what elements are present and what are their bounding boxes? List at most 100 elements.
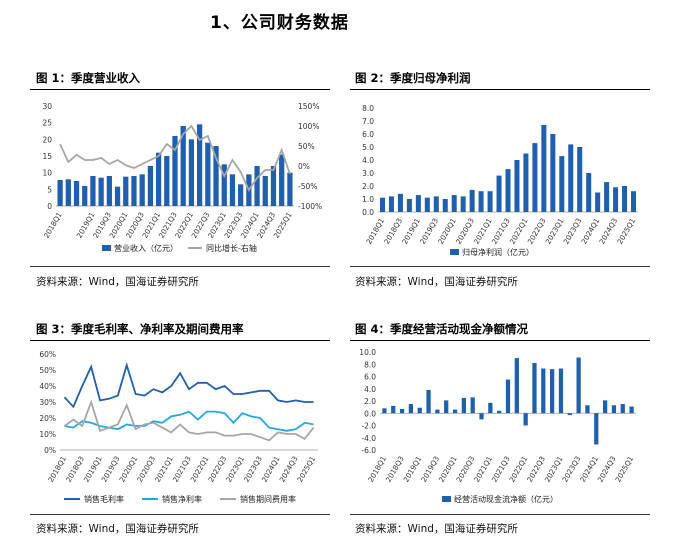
legend-label-net-profit: 归母净利润（亿元） — [462, 247, 534, 257]
net-profit-bar — [568, 144, 574, 212]
cashflow-bar — [435, 409, 440, 414]
y-right-tick-label: 150% — [298, 102, 319, 111]
revenue-bar — [287, 172, 293, 206]
y-left-tick-label: 15 — [42, 152, 52, 161]
figure-2-top-rule — [350, 89, 650, 90]
cashflow-bar — [488, 402, 493, 414]
cashflow-bar — [426, 389, 431, 414]
cashflow-bar — [585, 405, 590, 414]
net-profit-bar — [586, 173, 592, 212]
legend-label-revenue: 营业收入（亿元） — [114, 243, 178, 253]
net-profit-bar — [496, 175, 502, 212]
cashflow-bar — [417, 407, 422, 414]
y-tick-label: 8.0 — [362, 104, 374, 113]
net-profit-bar — [406, 199, 412, 212]
figure-2-source: 资料来源：Wind，国海证券研究所 — [355, 276, 518, 288]
section-title: 1、公司财务数据 — [210, 13, 349, 33]
y-tick-label: 10.0 — [359, 348, 376, 357]
y-right-tick-label: 0% — [298, 162, 310, 171]
figure-4-source: 资料来源：Wind，国海证券研究所 — [355, 523, 518, 535]
y-tick-label: 1.0 — [362, 195, 374, 204]
y-tick-label: 3.0 — [362, 169, 374, 178]
yoy-growth-line — [59, 124, 291, 192]
cashflow-bar — [444, 400, 449, 414]
figure-1-top-rule — [30, 89, 330, 90]
net-profit-bar — [397, 193, 403, 212]
cashflow-bar — [611, 405, 617, 414]
y-tick-label: -2.0 — [361, 422, 376, 431]
legend-swatch-net-profit — [450, 249, 459, 255]
y-left-tick-label: 0 — [47, 202, 52, 211]
revenue-bar — [180, 126, 186, 206]
net-profit-bar — [460, 196, 466, 212]
y-tick-label: 6.0 — [362, 130, 374, 139]
figure-3-source: 资料来源：Wind，国海证券研究所 — [36, 523, 199, 535]
cashflow-bar — [514, 358, 519, 414]
revenue-bar — [139, 174, 145, 206]
figure-2-bottom-rule — [350, 266, 650, 267]
net-profit-bar — [613, 187, 619, 212]
x-tick-label: 2018Q1 — [42, 211, 64, 240]
y-tick-label: 30% — [39, 398, 56, 407]
legend-label-growth: 同比增长-右轴 — [206, 243, 257, 253]
y-left-tick-label: 25 — [42, 119, 52, 128]
net-profit-bar — [487, 191, 493, 212]
legend-swatch-cashflow — [442, 496, 451, 502]
legend-label-gross-margin: 销售毛利率 — [84, 494, 124, 504]
revenue-bar — [188, 139, 195, 206]
revenue-bar — [213, 146, 219, 206]
cashflow-bar — [576, 357, 581, 414]
revenue-bar — [90, 176, 96, 206]
cashflow-bar — [461, 397, 466, 414]
net-profit-bar — [424, 197, 430, 212]
net-profit-bar — [379, 197, 385, 212]
y-left-tick-label: 30 — [42, 102, 52, 111]
revenue-bar — [147, 166, 154, 206]
y-tick-label: 0.0 — [362, 208, 374, 217]
net-profit-bar — [577, 147, 583, 212]
y-tick-label: 40% — [39, 382, 56, 391]
cashflow-bar — [602, 400, 608, 414]
y-tick-label: 10% — [39, 430, 56, 439]
chart-net-profit: 0.01.02.03.04.05.06.07.08.02018Q12018Q32… — [362, 104, 638, 257]
y-left-tick-label: 10 — [42, 169, 52, 178]
y-tick-label: 50% — [39, 366, 56, 375]
legend-label-expense-ratio: 销售期间费用率 — [240, 494, 296, 504]
net-profit-bar — [541, 124, 547, 212]
revenue-bar — [123, 176, 129, 206]
figure-1-title: 图 1：季度营业收入 — [36, 71, 141, 85]
cashflow-bar — [382, 408, 387, 414]
revenue-bar — [205, 142, 211, 206]
revenue-bar — [254, 166, 260, 206]
figure-4-title: 图 4：季度经营活动现金净额情况 — [355, 322, 529, 336]
cashflow-bar — [470, 397, 475, 414]
y-tick-label: 0.0 — [364, 409, 376, 418]
net-margin-line — [64, 410, 314, 432]
net-profit-bar — [505, 169, 511, 212]
y-tick-label: 60% — [39, 350, 56, 359]
revenue-bar — [82, 186, 88, 206]
revenue-bar — [172, 136, 178, 206]
cashflow-bar — [523, 413, 528, 426]
cashflow-bar — [629, 406, 634, 414]
revenue-bar — [114, 186, 121, 206]
cashflow-bar — [505, 379, 511, 414]
y-tick-label: 7.0 — [362, 117, 374, 126]
revenue-bar — [270, 166, 277, 206]
revenue-bar — [73, 181, 80, 206]
legend-label-net-margin: 销售净利率 — [162, 494, 202, 504]
cashflow-bar — [620, 404, 625, 414]
y-tick-label: 6.0 — [364, 373, 376, 382]
cashflow-bar — [479, 413, 484, 420]
revenue-bar — [98, 177, 104, 206]
net-profit-bar — [559, 156, 565, 212]
net-profit-bar — [631, 191, 637, 212]
gross-margin-line — [63, 362, 314, 409]
revenue-bar — [279, 154, 285, 206]
y-right-tick-label: 50% — [298, 142, 315, 151]
legend-swatch-revenue — [102, 245, 111, 251]
cashflow-bar — [550, 369, 555, 414]
y-left-tick-label: 5 — [47, 185, 52, 194]
y-right-tick-label: -100% — [298, 202, 322, 211]
y-tick-label: 4.0 — [362, 156, 374, 165]
